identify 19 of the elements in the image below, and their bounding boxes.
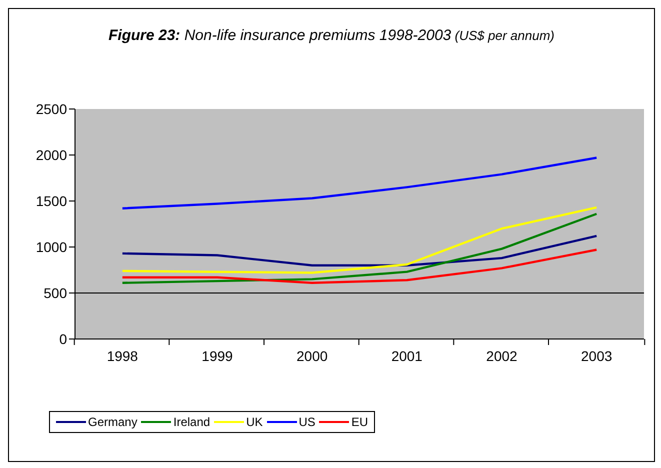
x-tick-label: 1999 [202,348,234,364]
x-tick-label: 2003 [581,348,612,364]
y-tick-label: 0 [59,330,68,347]
y-tick-label: 1500 [36,192,68,209]
x-tick-label: 2001 [391,348,423,364]
legend-label: UK [246,415,263,429]
legend-label: Germany [88,415,138,429]
y-tick-label: 2000 [36,146,68,163]
y-tick-label: 500 [44,284,68,301]
legend-label: US [298,415,316,429]
chart-title: Figure 23: Non-life insurance premiums 1998-2003 [108,27,452,44]
x-tick-label: 1998 [106,348,138,364]
x-tick-label: 2002 [486,348,518,364]
legend-label: Ireland [173,415,210,429]
y-tick-label: 2500 [36,100,68,117]
legend-label: EU [351,415,368,429]
chart-subtitle: (US$ per annum) [454,28,554,43]
y-tick-label: 1000 [36,238,68,255]
x-tick-label: 2000 [296,348,328,364]
